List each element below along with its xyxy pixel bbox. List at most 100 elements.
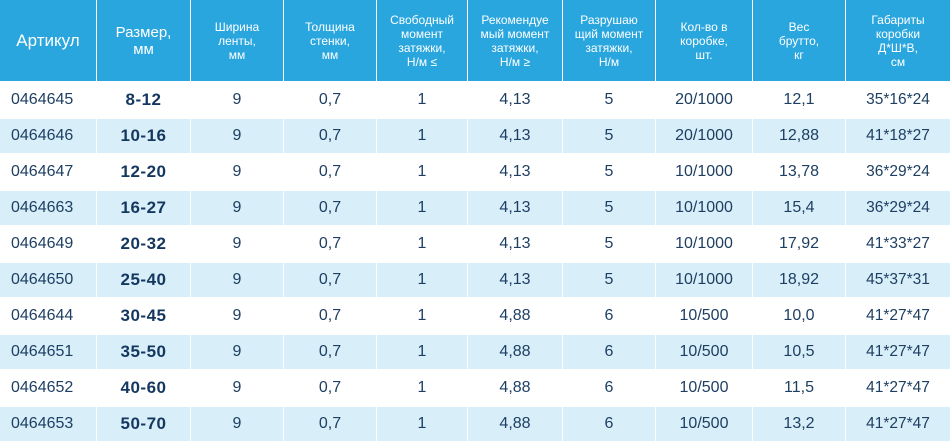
cell-box-quantity: 10/500	[656, 405, 753, 441]
cell-wall-thickness: 0,7	[284, 297, 377, 333]
cell-breaking-torque: 6	[563, 297, 656, 333]
table-row: 0464644 30-45 9 0,7 1 4,88 6 10/500 10,0 41*27*47	[0, 297, 950, 333]
table-row: 0464645 8-12 9 0,7 1 4,13 5 20/1000 12,1 35*16*24	[0, 81, 950, 117]
cell-box-dimensions: 41*27*47	[846, 369, 950, 405]
table-row: 0464652 40-60 9 0,7 1 4,88 6 10/500 11,5 41*27*47	[0, 369, 950, 405]
cell-band-width: 9	[191, 333, 284, 369]
table-row: 0464646 10-16 9 0,7 1 4,13 5 20/1000 12,88 41*18*…	[0, 117, 950, 153]
cell-recommended-torque: 4,13	[468, 153, 563, 189]
cell-wall-thickness: 0,7	[284, 117, 377, 153]
header-box-dimensions: Габариты коробки Д*Ш*В, см	[846, 0, 950, 81]
cell-wall-thickness: 0,7	[284, 189, 377, 225]
cell-size: 20-32	[97, 225, 191, 261]
cell-band-width: 9	[191, 369, 284, 405]
cell-breaking-torque: 5	[563, 189, 656, 225]
cell-box-quantity: 10/1000	[656, 153, 753, 189]
cell-box-quantity: 10/1000	[656, 261, 753, 297]
table-row: 0464649 20-32 9 0,7 1 4,13 5 10/1000 17,92 41*33*…	[0, 225, 950, 261]
cell-breaking-torque: 5	[563, 261, 656, 297]
cell-band-width: 9	[191, 81, 284, 117]
cell-article: 0464647	[0, 153, 97, 189]
cell-article: 0464653	[0, 405, 97, 441]
cell-free-torque: 1	[377, 405, 468, 441]
cell-article: 0464650	[0, 261, 97, 297]
cell-wall-thickness: 0,7	[284, 405, 377, 441]
header-breaking-torque: Разрушаю щий момент затяжки, Н/м	[563, 0, 656, 81]
cell-box-dimensions: 36*29*24	[846, 189, 950, 225]
cell-recommended-torque: 4,13	[468, 117, 563, 153]
cell-box-dimensions: 41*27*47	[846, 297, 950, 333]
cell-box-quantity: 10/500	[656, 369, 753, 405]
cell-size: 50-70	[97, 405, 191, 441]
cell-free-torque: 1	[377, 333, 468, 369]
cell-breaking-torque: 6	[563, 369, 656, 405]
header-band-width: Ширина ленты, мм	[191, 0, 284, 81]
cell-free-torque: 1	[377, 117, 468, 153]
header-free-torque: Свободный момент затяжки, Н/м ≤	[377, 0, 468, 81]
header-gross-weight: Вес брутто, кг	[753, 0, 846, 81]
cell-free-torque: 1	[377, 297, 468, 333]
cell-article: 0464644	[0, 297, 97, 333]
cell-free-torque: 1	[377, 369, 468, 405]
cell-recommended-torque: 4,88	[468, 405, 563, 441]
table-row: 0464647 12-20 9 0,7 1 4,13 5 10/1000 13,78 36*29*…	[0, 153, 950, 189]
cell-breaking-torque: 5	[563, 81, 656, 117]
cell-wall-thickness: 0,7	[284, 261, 377, 297]
cell-article: 0464651	[0, 333, 97, 369]
cell-wall-thickness: 0,7	[284, 81, 377, 117]
cell-box-dimensions: 45*37*31	[846, 261, 950, 297]
cell-box-quantity: 10/500	[656, 297, 753, 333]
cell-box-dimensions: 41*18*27	[846, 117, 950, 153]
cell-free-torque: 1	[377, 225, 468, 261]
cell-band-width: 9	[191, 261, 284, 297]
cell-band-width: 9	[191, 117, 284, 153]
cell-gross-weight: 10,0	[753, 297, 846, 333]
cell-breaking-torque: 6	[563, 405, 656, 441]
cell-size: 30-45	[97, 297, 191, 333]
cell-box-dimensions: 36*29*24	[846, 153, 950, 189]
cell-box-dimensions: 41*27*47	[846, 333, 950, 369]
cell-recommended-torque: 4,88	[468, 297, 563, 333]
cell-size: 8-12	[97, 81, 191, 117]
cell-band-width: 9	[191, 225, 284, 261]
cell-breaking-torque: 5	[563, 225, 656, 261]
cell-article: 0464663	[0, 189, 97, 225]
cell-box-dimensions: 35*16*24	[846, 81, 950, 117]
cell-breaking-torque: 5	[563, 117, 656, 153]
cell-breaking-torque: 6	[563, 333, 656, 369]
cell-gross-weight: 12,1	[753, 81, 846, 117]
cell-box-dimensions: 41*33*27	[846, 225, 950, 261]
cell-gross-weight: 18,92	[753, 261, 846, 297]
cell-gross-weight: 11,5	[753, 369, 846, 405]
cell-breaking-torque: 5	[563, 153, 656, 189]
cell-article: 0464652	[0, 369, 97, 405]
table-row: 0464650 25-40 9 0,7 1 4,13 5 10/1000 18,92 45*37*…	[0, 261, 950, 297]
table-row: 0464653 50-70 9 0,7 1 4,88 6 10/500 13,2 41*27*47	[0, 405, 950, 441]
header-box-quantity: Кол-во в коробке, шт.	[656, 0, 753, 81]
cell-free-torque: 1	[377, 153, 468, 189]
cell-free-torque: 1	[377, 81, 468, 117]
table-row: 0464651 35-50 9 0,7 1 4,88 6 10/500 10,5 41*27*47	[0, 333, 950, 369]
cell-wall-thickness: 0,7	[284, 153, 377, 189]
cell-wall-thickness: 0,7	[284, 225, 377, 261]
cell-recommended-torque: 4,13	[468, 225, 563, 261]
cell-recommended-torque: 4,13	[468, 189, 563, 225]
cell-size: 16-27	[97, 189, 191, 225]
cell-gross-weight: 13,78	[753, 153, 846, 189]
cell-size: 25-40	[97, 261, 191, 297]
cell-recommended-torque: 4,13	[468, 81, 563, 117]
cell-gross-weight: 17,92	[753, 225, 846, 261]
cell-recommended-torque: 4,88	[468, 333, 563, 369]
cell-box-quantity: 10/1000	[656, 225, 753, 261]
cell-size: 10-16	[97, 117, 191, 153]
cell-size: 35-50	[97, 333, 191, 369]
header-wall-thickness: Толщина стенки, мм	[284, 0, 377, 81]
cell-recommended-torque: 4,13	[468, 261, 563, 297]
cell-free-torque: 1	[377, 261, 468, 297]
cell-gross-weight: 15,4	[753, 189, 846, 225]
cell-article: 0464645	[0, 81, 97, 117]
cell-free-torque: 1	[377, 189, 468, 225]
cell-wall-thickness: 0,7	[284, 369, 377, 405]
cell-box-quantity: 10/1000	[656, 189, 753, 225]
